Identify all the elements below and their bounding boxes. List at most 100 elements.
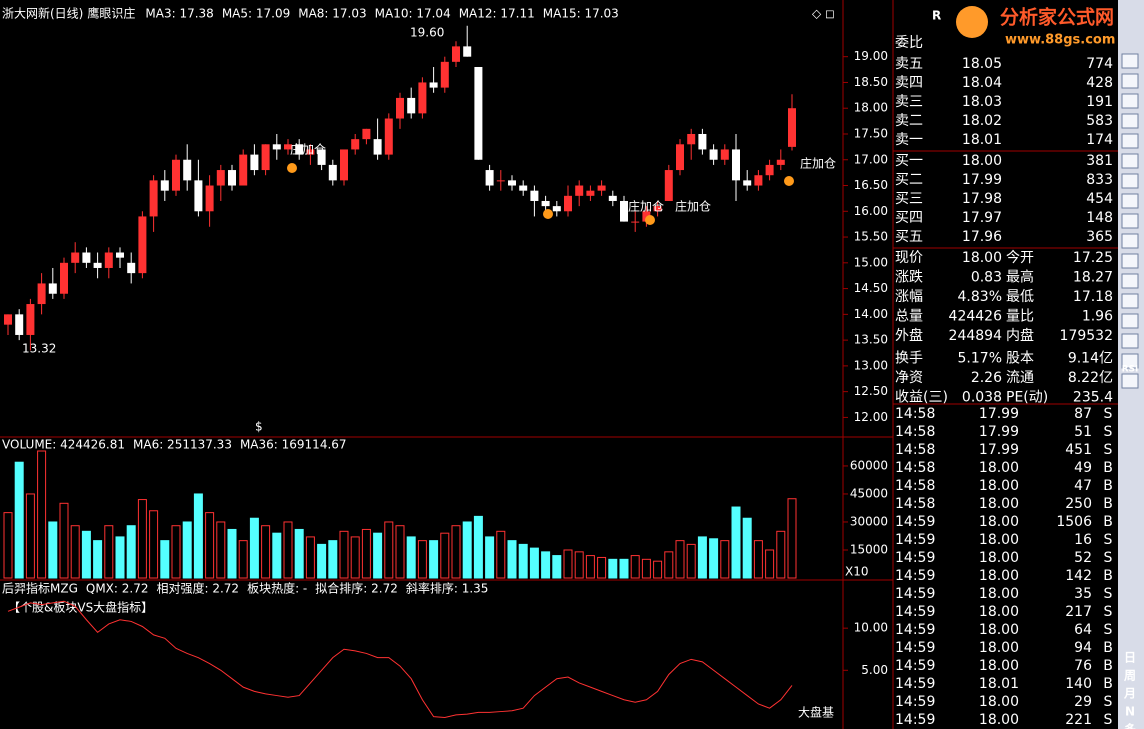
y-tick-label: 15.50 (854, 230, 888, 244)
trade-volume: 1506 (1056, 514, 1092, 530)
trade-volume: 49 (1074, 460, 1092, 476)
trade-price: 18.00 (979, 658, 1019, 674)
signal-dot (784, 176, 794, 186)
ma-label: MA5: 17.09 (222, 7, 290, 21)
tool-button[interactable]: 月 (1123, 687, 1136, 701)
stat-label: 收益(三) (895, 390, 948, 406)
candle-body (373, 139, 382, 155)
candle-body (418, 82, 427, 114)
tool-icon (1121, 133, 1139, 149)
y-tick-label: 60000 (850, 458, 888, 472)
tool-icon (1121, 313, 1139, 329)
tool-button[interactable]: RSI (1122, 365, 1139, 375)
book-label: 卖一 (895, 132, 923, 148)
book-price: 18.00 (962, 153, 1002, 169)
trade-time: 14:59 (895, 604, 935, 620)
y-tick-label: 45000 (850, 486, 888, 500)
stat-label: 最低 (1006, 289, 1034, 305)
volume-bar (619, 558, 629, 579)
stat-value: 2.26 (971, 370, 1002, 386)
candle-body (284, 144, 292, 150)
book-price: 18.03 (962, 94, 1002, 110)
candle-body (653, 206, 662, 212)
trade-price: 18.00 (979, 532, 1019, 548)
volume-bar (552, 555, 562, 579)
stat-value: 18.27 (1073, 270, 1113, 286)
stat-value: 0.83 (971, 270, 1002, 286)
candle-body (429, 82, 438, 88)
trade-side: B (1103, 568, 1113, 584)
trade-time: 14:58 (895, 424, 935, 440)
tool-button[interactable]: N (1125, 705, 1135, 719)
tool-icon (1121, 373, 1139, 389)
trade-price: 17.99 (979, 442, 1019, 458)
candle-body (194, 180, 203, 212)
candle-body (541, 200, 550, 207)
trade-price: 18.00 (979, 478, 1019, 494)
trade-time: 14:58 (895, 442, 935, 458)
candle-body (127, 262, 136, 274)
signal-dot (645, 215, 655, 225)
marker: $ (255, 420, 263, 434)
trade-volume: 51 (1074, 424, 1092, 440)
volume-bar (37, 450, 47, 579)
trade-price: 18.00 (979, 460, 1019, 476)
y-tick-label: 13.00 (854, 358, 888, 372)
volume-bar (496, 530, 506, 579)
trade-time: 14:59 (895, 532, 935, 548)
trade-volume: 64 (1074, 622, 1092, 638)
tool-button[interactable]: 多 (1124, 722, 1136, 729)
trade-side: B (1103, 640, 1113, 656)
stat-label: 外盘 (895, 327, 923, 344)
candle-body (250, 154, 259, 171)
trade-price: 17.99 (979, 424, 1019, 440)
y-tick-label: 14.50 (854, 281, 888, 295)
volume-bar (160, 540, 170, 579)
candle-body (496, 180, 505, 182)
indicator-header: 斜率排序: 1.35 (406, 581, 489, 596)
book-volume: 428 (1086, 75, 1113, 91)
trade-price: 18.01 (979, 676, 1019, 692)
book-label: 卖三 (895, 94, 923, 110)
volume-bar (417, 540, 427, 579)
candle-body (183, 159, 192, 181)
volume-bar (137, 499, 147, 579)
trade-price: 17.99 (979, 406, 1019, 422)
candle-body (37, 283, 46, 305)
trade-volume: 87 (1074, 406, 1092, 422)
y-tick-label: 12.50 (854, 384, 888, 398)
stat-value: 17.25 (1073, 250, 1113, 266)
candle-body (15, 314, 24, 335)
volume-bar (294, 528, 304, 579)
low-label: 13.32 (22, 342, 56, 356)
volume-bar (227, 528, 237, 579)
y-tick-label: 30000 (850, 514, 888, 528)
candle-body (620, 200, 628, 222)
candle-body (720, 149, 729, 160)
book-volume: 454 (1086, 191, 1113, 207)
book-volume: 191 (1086, 94, 1113, 110)
book-price: 18.05 (962, 56, 1002, 72)
trade-price: 18.00 (979, 496, 1019, 512)
volume-bar (328, 540, 338, 579)
stat-value: 0.038 (962, 390, 1002, 406)
volume-header: MA6: 251137.33 (133, 438, 232, 452)
book-label: 买一 (895, 153, 923, 169)
volume-bar (653, 560, 663, 579)
candle-body (295, 144, 304, 155)
candle-body (608, 195, 617, 201)
stat-value: 424426 (949, 309, 1003, 325)
ma-label: MA12: 17.11 (459, 7, 535, 21)
candle-body (676, 144, 684, 171)
tool-button[interactable]: 日 (1124, 651, 1136, 665)
tool-button[interactable]: 周 (1124, 669, 1136, 683)
trade-side: B (1103, 658, 1113, 674)
candle-body (788, 108, 796, 147)
volume-bar (395, 525, 405, 579)
candle-body (317, 149, 326, 165)
tool-icon (1121, 93, 1139, 109)
stat-label: 换手 (895, 350, 923, 367)
candle-body (340, 149, 348, 181)
y-tick-label: 15000 (850, 542, 888, 556)
tool-icon (1121, 353, 1139, 369)
